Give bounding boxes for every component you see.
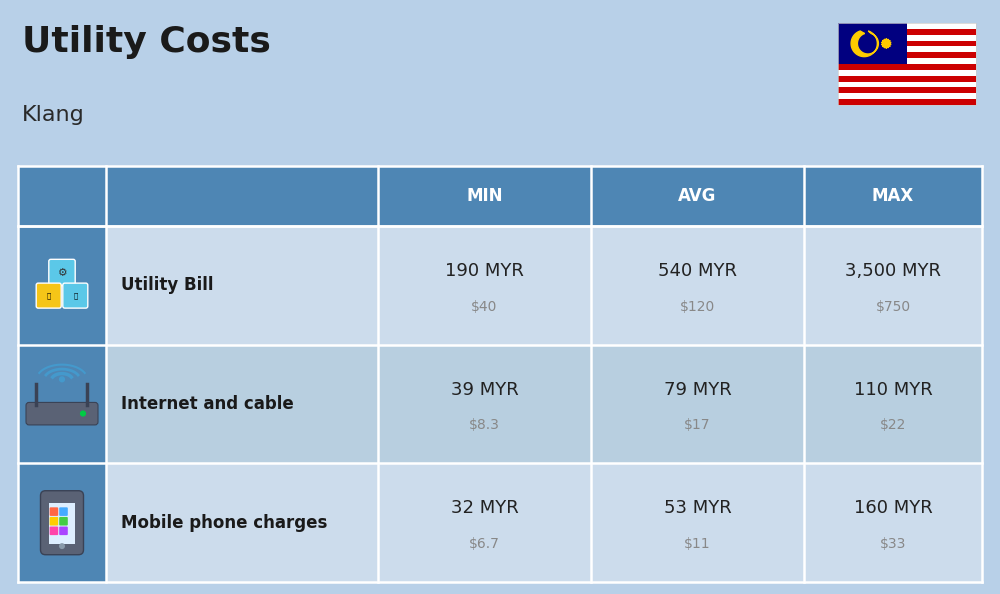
FancyBboxPatch shape — [50, 526, 58, 535]
FancyBboxPatch shape — [50, 507, 58, 516]
Bar — [18, 463, 106, 582]
Text: Mobile phone charges: Mobile phone charges — [121, 514, 327, 532]
Bar — [18, 345, 982, 463]
Text: 190 MYR: 190 MYR — [445, 262, 524, 280]
Bar — [838, 23, 907, 64]
Bar — [18, 226, 106, 345]
FancyBboxPatch shape — [26, 402, 98, 425]
Bar — [838, 93, 976, 99]
Text: $40: $40 — [471, 299, 498, 314]
Text: MAX: MAX — [872, 187, 914, 205]
FancyBboxPatch shape — [63, 283, 88, 308]
Text: Klang: Klang — [22, 105, 85, 125]
FancyBboxPatch shape — [50, 517, 58, 526]
Text: Internet and cable: Internet and cable — [121, 395, 294, 413]
Bar — [18, 345, 106, 463]
Bar — [838, 99, 976, 105]
Text: 39 MYR: 39 MYR — [451, 381, 518, 399]
Text: $17: $17 — [684, 418, 711, 432]
Bar — [838, 64, 976, 70]
Text: 🚰: 🚰 — [73, 292, 78, 299]
Bar — [838, 34, 976, 40]
Text: $11: $11 — [684, 537, 711, 551]
Bar — [18, 463, 982, 582]
Text: $750: $750 — [875, 299, 911, 314]
Circle shape — [59, 543, 65, 549]
FancyBboxPatch shape — [36, 283, 61, 308]
Text: Utility Costs: Utility Costs — [22, 25, 271, 59]
Bar — [838, 58, 976, 64]
Text: ⚙: ⚙ — [57, 267, 67, 277]
FancyBboxPatch shape — [59, 517, 68, 526]
Text: MIN: MIN — [466, 187, 503, 205]
Bar — [49, 503, 75, 544]
FancyBboxPatch shape — [40, 491, 84, 555]
Bar — [838, 52, 976, 58]
Bar — [838, 46, 976, 52]
Text: 110 MYR: 110 MYR — [854, 381, 932, 399]
Bar — [18, 166, 982, 226]
Bar — [18, 226, 982, 345]
Polygon shape — [851, 31, 878, 56]
Bar — [838, 29, 976, 34]
Text: $22: $22 — [880, 418, 906, 432]
Text: $120: $120 — [680, 299, 715, 314]
Bar — [838, 23, 976, 105]
Text: $8.3: $8.3 — [469, 418, 500, 432]
Text: AVG: AVG — [678, 187, 717, 205]
Bar — [838, 23, 976, 29]
FancyBboxPatch shape — [59, 507, 68, 516]
Text: 32 MYR: 32 MYR — [451, 500, 518, 517]
Text: 540 MYR: 540 MYR — [658, 262, 737, 280]
FancyBboxPatch shape — [49, 260, 75, 286]
Bar — [838, 70, 976, 75]
Text: 160 MYR: 160 MYR — [854, 500, 932, 517]
Text: $33: $33 — [880, 537, 906, 551]
Text: 79 MYR: 79 MYR — [664, 381, 731, 399]
Bar — [838, 40, 976, 46]
FancyBboxPatch shape — [59, 526, 68, 535]
Bar — [838, 81, 976, 87]
Polygon shape — [881, 39, 891, 49]
Bar — [838, 87, 976, 93]
Text: $6.7: $6.7 — [469, 537, 500, 551]
Text: 🔌: 🔌 — [46, 292, 51, 299]
Circle shape — [60, 377, 64, 382]
Text: Utility Bill: Utility Bill — [121, 276, 213, 294]
Bar — [838, 75, 976, 81]
Text: 53 MYR: 53 MYR — [664, 500, 731, 517]
Text: 3,500 MYR: 3,500 MYR — [845, 262, 941, 280]
Circle shape — [81, 411, 85, 416]
